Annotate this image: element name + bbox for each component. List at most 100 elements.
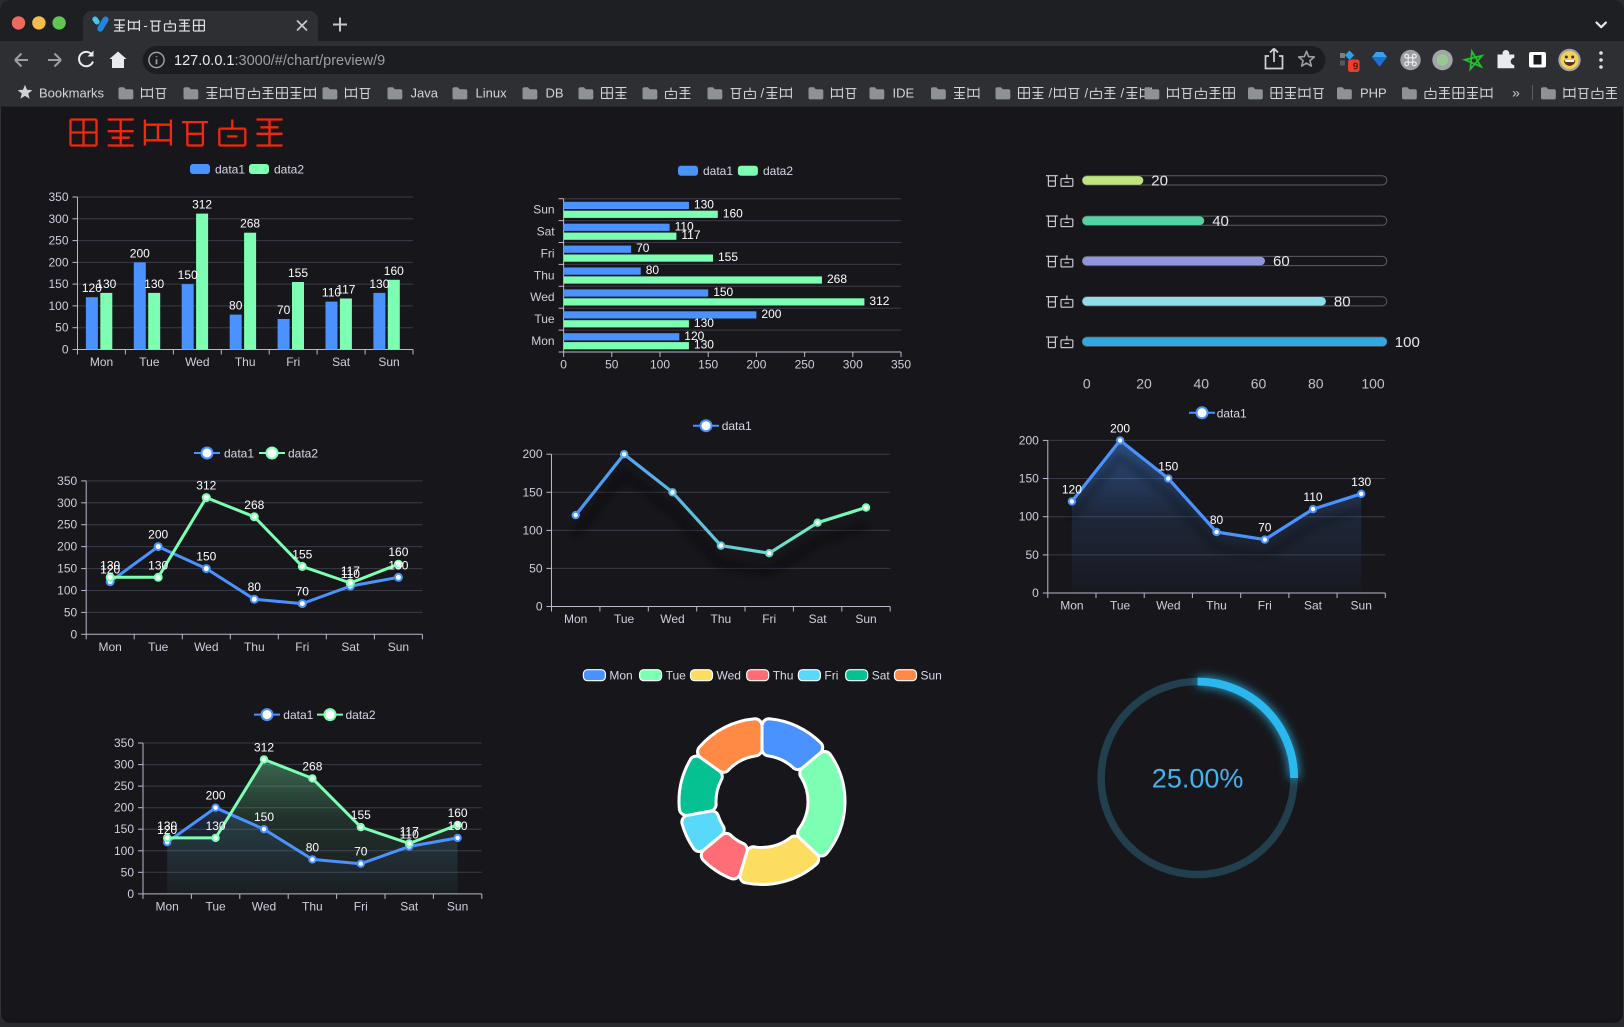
svg-text:Fri: Fri [762, 612, 776, 626]
svg-text:Bookmarks: Bookmarks [39, 86, 105, 101]
svg-text:data1: data1 [215, 163, 245, 177]
svg-text:Wed: Wed [1156, 599, 1180, 613]
svg-text:155: 155 [292, 547, 312, 561]
svg-text:80: 80 [1308, 376, 1324, 392]
svg-text:Tue: Tue [666, 669, 687, 683]
svg-text:312: 312 [254, 740, 274, 754]
svg-text:Tue: Tue [139, 355, 160, 369]
svg-text:Mon: Mon [90, 355, 113, 369]
svg-text:150: 150 [1158, 460, 1178, 474]
svg-text:300: 300 [114, 758, 134, 772]
svg-text:150: 150 [57, 562, 77, 576]
svg-text:Thu: Thu [773, 669, 794, 683]
svg-text:100: 100 [48, 299, 68, 313]
svg-text:0: 0 [536, 600, 543, 614]
svg-text:50: 50 [529, 561, 543, 575]
svg-text:9: 9 [1353, 62, 1359, 73]
svg-text:150: 150 [114, 822, 134, 836]
svg-text:80: 80 [1210, 513, 1224, 527]
svg-text:300: 300 [48, 212, 68, 226]
svg-text:155: 155 [351, 808, 371, 822]
svg-text:Sun: Sun [533, 203, 554, 217]
svg-text:200: 200 [761, 307, 781, 321]
svg-text:250: 250 [57, 518, 77, 532]
svg-text:Sat: Sat [809, 612, 828, 626]
svg-text:Mon: Mon [1060, 599, 1083, 613]
svg-text:Mon: Mon [99, 640, 122, 654]
svg-text:120: 120 [157, 823, 177, 837]
svg-text:0: 0 [1032, 586, 1039, 600]
svg-text:DB: DB [546, 86, 564, 101]
svg-text:Sun: Sun [388, 640, 409, 654]
svg-text:/: / [761, 86, 765, 101]
svg-text:100: 100 [114, 844, 134, 858]
svg-text:Wed: Wed [660, 612, 684, 626]
svg-text:150: 150 [1019, 472, 1039, 486]
svg-text:data1: data1 [703, 164, 733, 178]
svg-text:130: 130 [694, 316, 714, 330]
svg-text:80: 80 [229, 299, 243, 313]
svg-text:Thu: Thu [244, 640, 265, 654]
svg-text:40: 40 [1212, 213, 1229, 230]
svg-text:117: 117 [681, 228, 700, 242]
svg-text:130: 130 [148, 558, 168, 572]
svg-text:268: 268 [240, 217, 260, 231]
svg-text:200: 200 [522, 447, 542, 461]
svg-text:100: 100 [1019, 510, 1039, 524]
svg-text:200: 200 [57, 540, 77, 554]
svg-text:Wed: Wed [194, 640, 218, 654]
svg-text:250: 250 [795, 358, 815, 372]
svg-text:Mon: Mon [609, 669, 632, 683]
svg-text:130: 130 [144, 277, 164, 291]
svg-text:70: 70 [277, 303, 291, 317]
svg-text:250: 250 [48, 234, 68, 248]
svg-text:25.00%: 25.00% [1152, 764, 1244, 794]
svg-text:150: 150 [698, 358, 718, 372]
svg-text:130: 130 [1351, 475, 1371, 489]
svg-text:Mon: Mon [156, 899, 179, 913]
svg-text:20: 20 [1151, 173, 1168, 190]
svg-text:Tue: Tue [534, 312, 555, 326]
svg-text:0: 0 [62, 343, 69, 357]
svg-text:0: 0 [71, 627, 78, 641]
svg-text:0: 0 [1083, 376, 1091, 392]
svg-text:Thu: Thu [1206, 599, 1227, 613]
svg-text:data2: data2 [346, 708, 376, 722]
svg-text:Tue: Tue [1110, 599, 1131, 613]
svg-text:268: 268 [302, 759, 322, 773]
svg-text:Thu: Thu [302, 899, 323, 913]
svg-text:110: 110 [400, 828, 419, 842]
svg-text:Tue: Tue [614, 612, 635, 626]
svg-text:PHP: PHP [1360, 86, 1387, 101]
svg-text:110: 110 [341, 567, 360, 581]
svg-text:127.0.0.1:3000/#/chart/preview: 127.0.0.1:3000/#/chart/preview/9 [174, 53, 385, 69]
svg-text:/: / [1085, 86, 1089, 101]
svg-text:Sat: Sat [400, 899, 419, 913]
svg-text:350: 350 [48, 190, 68, 204]
svg-text:300: 300 [57, 496, 77, 510]
svg-text:60: 60 [1251, 376, 1267, 392]
svg-text:100: 100 [650, 358, 670, 372]
svg-text:Java: Java [411, 86, 439, 101]
svg-text:160: 160 [388, 545, 408, 559]
svg-text:data2: data2 [288, 447, 318, 461]
svg-text:Fri: Fri [824, 669, 838, 683]
svg-text:60: 60 [1273, 253, 1290, 270]
svg-text:/: / [1049, 86, 1053, 101]
svg-text:130: 130 [369, 277, 389, 291]
svg-text:117: 117 [400, 825, 419, 839]
svg-text:100: 100 [57, 584, 77, 598]
svg-text:155: 155 [288, 266, 308, 280]
svg-text:0: 0 [560, 358, 567, 372]
svg-text:350: 350 [57, 474, 77, 488]
svg-text:Fri: Fri [354, 899, 368, 913]
svg-text:50: 50 [64, 605, 78, 619]
svg-text:50: 50 [1025, 548, 1039, 562]
svg-text:110: 110 [322, 286, 341, 300]
svg-text:160: 160 [448, 806, 468, 820]
svg-text:Sat: Sat [537, 225, 556, 239]
svg-text:Linux: Linux [476, 86, 508, 101]
svg-text:Sun: Sun [855, 612, 876, 626]
svg-text:80: 80 [1334, 294, 1351, 311]
svg-text:350: 350 [114, 736, 134, 750]
